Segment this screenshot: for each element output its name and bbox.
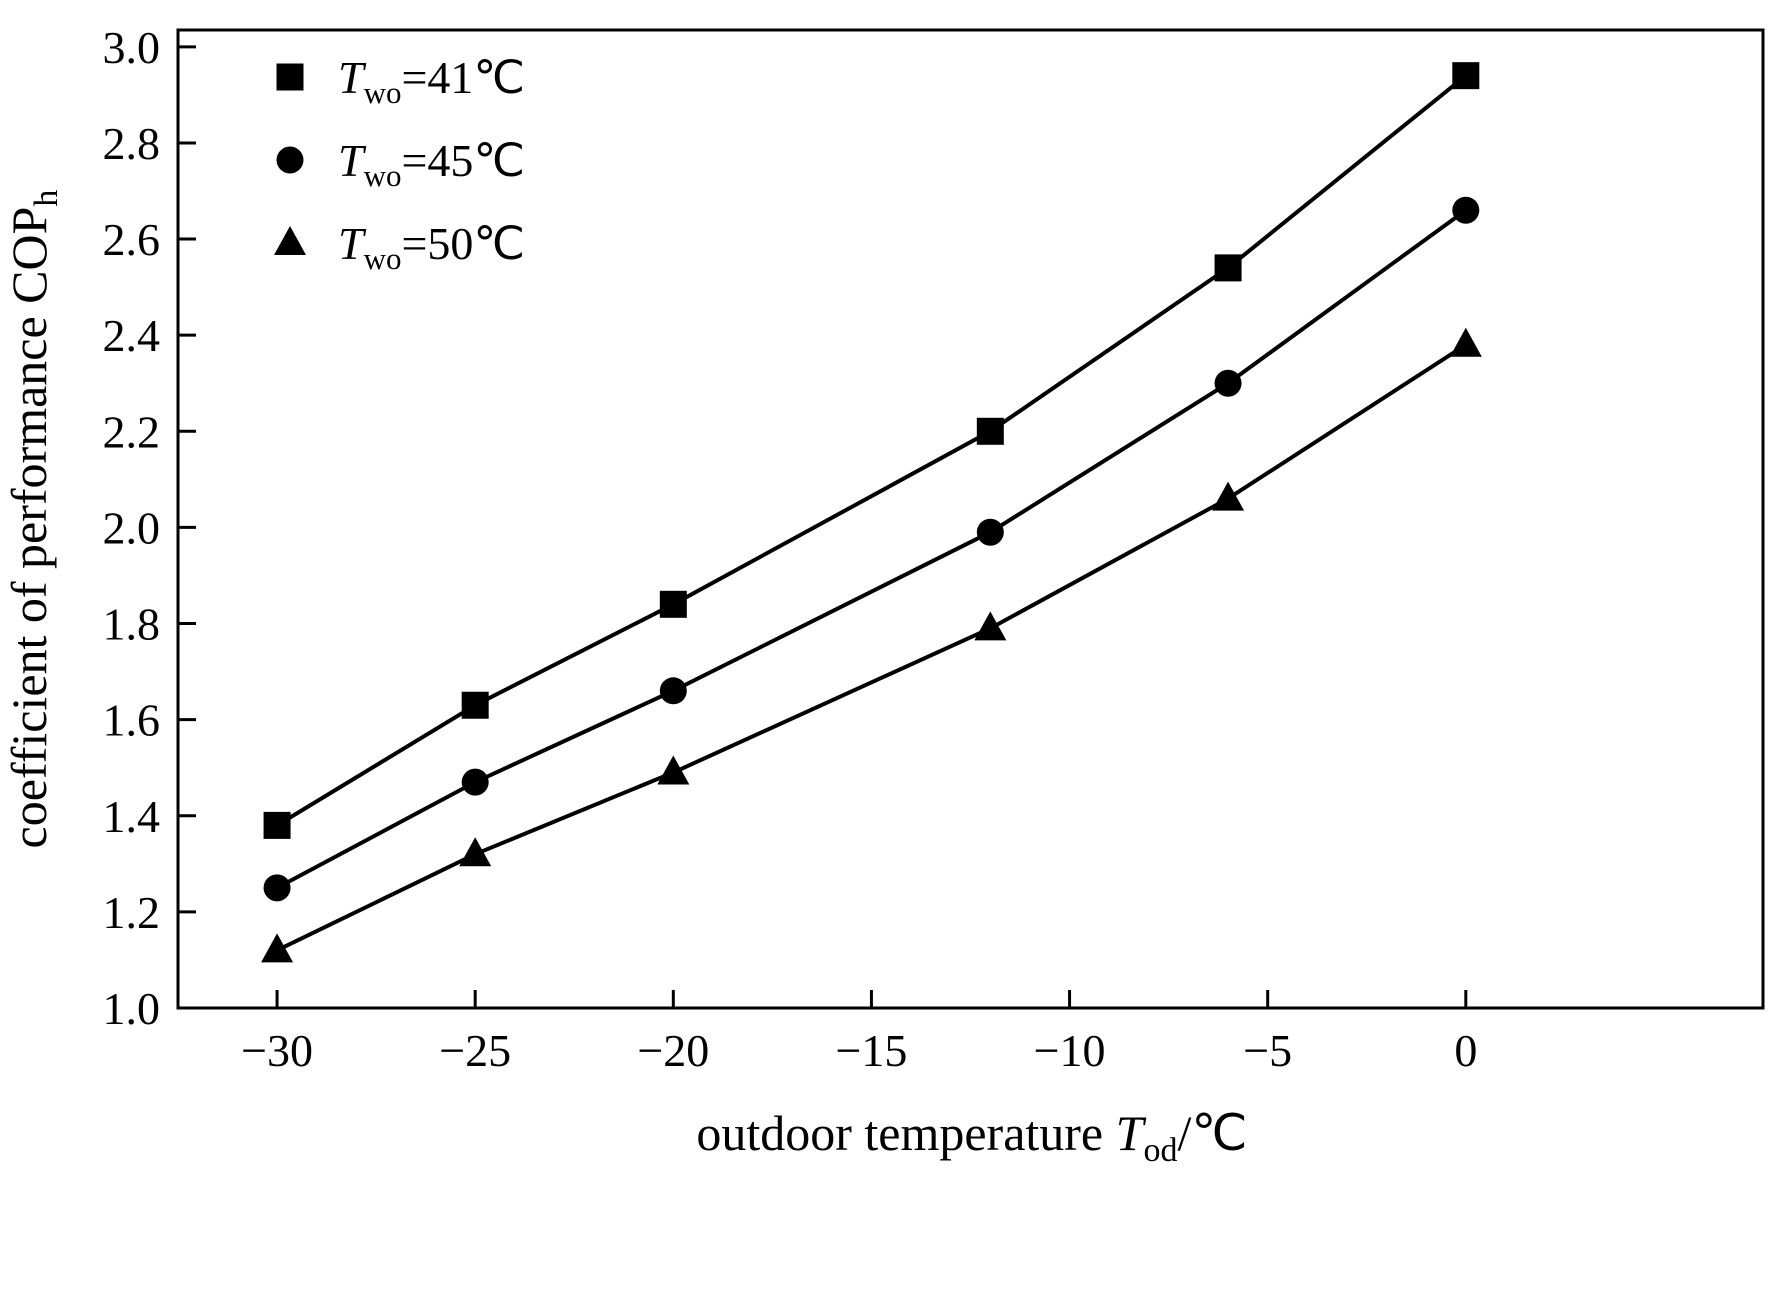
y-axis-tick-label: 2.2 — [103, 406, 161, 457]
x-axis-tick-label: −30 — [241, 1025, 313, 1076]
x-axis-tick-label: −10 — [1034, 1025, 1106, 1076]
legend-label: Two=50℃ — [338, 218, 525, 276]
legend-marker-triangle — [274, 226, 306, 255]
data-point-marker — [976, 518, 1004, 546]
plot-frame — [176, 28, 1765, 1010]
data-point-marker — [1452, 196, 1480, 224]
y-axis: 1.0 1.2 1.4 1.6 1.8 2.0 2.2 2.4 2.6 2.8 3.0 — [103, 22, 196, 1034]
y-axis-tick-label: 1.8 — [103, 599, 161, 650]
y-axis-tick-label: 1.0 — [103, 983, 161, 1034]
data-point-marker — [976, 417, 1004, 445]
legend-label: Two=41℃ — [338, 52, 525, 110]
x-axis-tick-label: −5 — [1243, 1025, 1292, 1076]
data-point-marker — [263, 811, 291, 839]
x-axis-tick-label: −15 — [835, 1025, 907, 1076]
y-axis-tick-label: 2.4 — [103, 310, 161, 361]
series-line — [276, 74, 1468, 828]
data-point-marker — [1214, 369, 1242, 397]
y-axis-tick-label: 2.0 — [103, 502, 161, 553]
data-point-marker — [1214, 254, 1242, 282]
y-axis-tick-label: 1.6 — [103, 695, 161, 746]
x-axis-tick-label: 0 — [1454, 1025, 1477, 1076]
legend-marker-circle — [276, 146, 304, 174]
legend-item: Two=50℃ — [274, 218, 525, 276]
y-axis-title: coefficient of performance COPh — [1, 190, 65, 849]
x-axis-tick-label: −20 — [637, 1025, 709, 1076]
data-point-marker — [974, 611, 1007, 641]
data-point-marker — [263, 874, 291, 902]
y-axis-tick-label: 2.8 — [103, 118, 161, 169]
data-point-marker — [1212, 481, 1245, 511]
legend-marker-square — [276, 63, 304, 91]
y-axis-tick-label: 1.4 — [103, 791, 161, 842]
legend-item: Two=41℃ — [276, 52, 525, 110]
data-point-marker — [459, 837, 492, 867]
data-point-marker — [261, 933, 294, 963]
legend-label: Two=45℃ — [338, 135, 525, 193]
series-triangle — [261, 327, 1482, 963]
data-point-marker — [461, 768, 489, 796]
series-circle — [263, 196, 1480, 902]
y-axis-tick-label: 3.0 — [103, 22, 161, 73]
series-square — [263, 62, 1480, 839]
x-axis-title: outdoor temperature Tod/℃ — [696, 1105, 1247, 1169]
legend-item: Two=45℃ — [276, 135, 525, 193]
data-point-marker — [657, 755, 690, 785]
y-axis-tick-label: 1.2 — [103, 887, 161, 938]
x-axis-tick-label: −25 — [439, 1025, 511, 1076]
x-axis: −30 −25 −20 −15 −10 −5 0 — [241, 990, 1477, 1076]
data-point-marker — [1449, 327, 1482, 357]
data-point-marker — [461, 691, 489, 719]
data-point-marker — [659, 677, 687, 705]
data-point-marker — [659, 590, 687, 618]
y-axis-tick-label: 2.6 — [103, 214, 161, 265]
series-line — [276, 208, 1467, 890]
series-line — [276, 343, 1467, 953]
data-point-marker — [1452, 62, 1480, 90]
legend: Two=41℃ Two=45℃ Two=50℃ — [274, 52, 525, 276]
